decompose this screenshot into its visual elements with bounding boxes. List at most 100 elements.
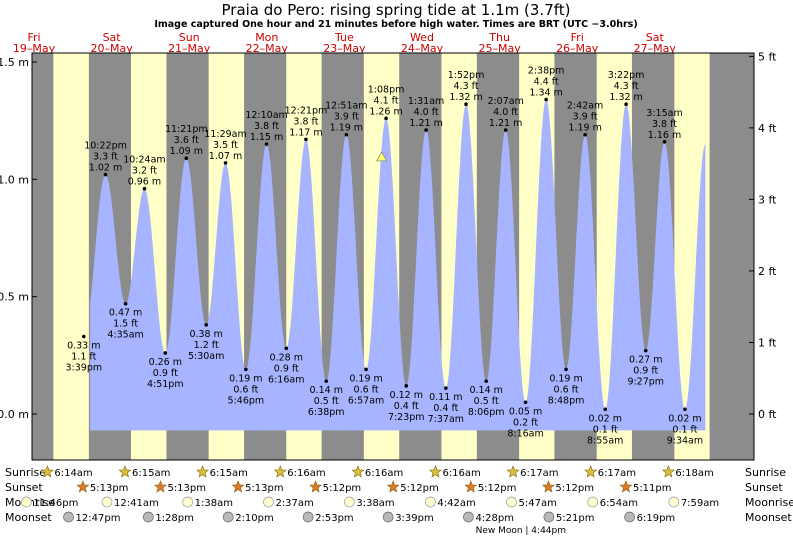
high-ft: 3.8 ft bbox=[254, 121, 279, 132]
high-time: 10:24am bbox=[123, 155, 165, 166]
low-time: 7:37am bbox=[428, 414, 464, 425]
high-ft: 3.6 ft bbox=[174, 135, 199, 146]
day-name: Wed bbox=[410, 31, 434, 44]
low-height: 0.38 m bbox=[189, 329, 222, 340]
extreme-point bbox=[244, 367, 248, 372]
daylight-band bbox=[53, 53, 89, 460]
high-time: 11:29am bbox=[204, 129, 246, 140]
low-ft: 0.5 ft bbox=[474, 396, 499, 407]
high-time: 2:07am bbox=[487, 96, 523, 107]
day-name: Fri bbox=[27, 31, 40, 44]
high-ft: 3.3 ft bbox=[93, 152, 118, 163]
low-time: 8:48pm bbox=[548, 395, 585, 406]
low-time: 9:34am bbox=[667, 435, 703, 446]
low-time: 4:35am bbox=[107, 330, 143, 341]
tide-area bbox=[90, 99, 706, 431]
low-height: 0.27 m bbox=[629, 355, 662, 366]
extreme-point bbox=[503, 128, 508, 132]
moonrise-icon bbox=[425, 496, 436, 508]
low-height: 0.05 m bbox=[509, 406, 542, 417]
moonset-icon bbox=[382, 511, 394, 523]
sunset-icon bbox=[231, 480, 245, 493]
low-height: 0.14 m bbox=[469, 385, 502, 396]
high-height: 1.32 m bbox=[449, 92, 482, 103]
low-ft: 0.5 ft bbox=[314, 396, 339, 407]
sunrise-time: 6:16am bbox=[365, 468, 403, 479]
high-height: 1.17 m bbox=[289, 127, 322, 138]
low-ft: 1.5 ft bbox=[113, 319, 138, 330]
high-height: 1.34 m bbox=[529, 88, 562, 99]
moonset-time: 6:19pm bbox=[637, 513, 676, 524]
extreme-point bbox=[123, 301, 128, 306]
sunset-time: 5:12pm bbox=[323, 483, 362, 494]
sunset-time: 5:12pm bbox=[400, 483, 439, 494]
low-ft: 0.1 ft bbox=[593, 424, 618, 435]
high-ft: 3.9 ft bbox=[334, 112, 359, 123]
sunset-label-left: Sunset bbox=[5, 481, 43, 494]
low-height: 0.02 m bbox=[668, 413, 701, 424]
moonrise-time: 7:59am bbox=[681, 498, 719, 509]
sunrise-time: 6:18am bbox=[675, 468, 713, 479]
high-time: 3:15am bbox=[646, 108, 682, 119]
extreme-point bbox=[583, 132, 587, 137]
day-date: 24–May bbox=[401, 42, 444, 55]
moonset-icon bbox=[63, 511, 74, 523]
low-time: 6:16am bbox=[268, 374, 304, 385]
sunrise-icon bbox=[661, 465, 675, 478]
y-tick-label-ft: 3 ft bbox=[758, 193, 777, 206]
moonrise-time: 3:38am bbox=[356, 498, 394, 509]
moonset-icon bbox=[463, 511, 474, 523]
moonrise-time: 2:37am bbox=[275, 498, 313, 509]
high-time: 2:38pm bbox=[528, 66, 565, 77]
low-time: 5:46pm bbox=[228, 395, 265, 406]
extreme-point bbox=[284, 346, 289, 351]
sunrise-icon bbox=[351, 465, 365, 478]
day-date: 21–May bbox=[168, 42, 211, 55]
low-height: 0.12 m bbox=[390, 390, 423, 401]
low-ft: 0.2 ft bbox=[513, 417, 538, 428]
extreme-point bbox=[404, 384, 409, 388]
moonrise-time: 4:42am bbox=[437, 498, 475, 509]
high-height: 1.21 m bbox=[489, 118, 522, 129]
sunset-icon bbox=[541, 480, 555, 493]
current-level-marker bbox=[376, 151, 388, 162]
high-ft: 3.8 ft bbox=[652, 119, 677, 130]
extreme-point bbox=[444, 386, 448, 390]
high-time: 12:51am bbox=[325, 101, 367, 112]
extreme-point bbox=[223, 161, 228, 165]
day-date: 25–May bbox=[478, 42, 521, 55]
low-height: 0.28 m bbox=[270, 352, 303, 363]
low-height: 0.26 m bbox=[149, 357, 182, 368]
high-ft: 3.5 ft bbox=[213, 140, 238, 151]
low-time: 8:06pm bbox=[468, 407, 505, 418]
extreme-point bbox=[624, 102, 628, 107]
moonset-icon bbox=[302, 511, 314, 523]
sunrise-time: 6:17am bbox=[598, 468, 636, 479]
sunrise-icon bbox=[584, 465, 598, 478]
high-time: 2:42am bbox=[567, 101, 603, 112]
high-height: 1.19 m bbox=[330, 123, 363, 134]
moonrise-time: 5:47am bbox=[518, 498, 556, 509]
moonset-label-right: Moonset bbox=[745, 511, 792, 524]
sun-moon-rows: Sunrise Sunset Moonrise Moonset Sunrise Sunse… bbox=[5, 465, 793, 536]
high-ft: 4.0 ft bbox=[414, 107, 439, 118]
high-ft: 4.4 ft bbox=[534, 77, 559, 88]
sunrise-icon bbox=[40, 465, 54, 478]
high-time: 1:52pm bbox=[448, 70, 485, 81]
moonrise-label-right: Moonrise bbox=[745, 496, 793, 509]
low-time: 5:30am bbox=[188, 351, 224, 362]
sunset-icon bbox=[76, 480, 90, 493]
high-time: 1:08pm bbox=[368, 84, 405, 95]
low-height: 0.19 m bbox=[349, 373, 382, 384]
extreme-point bbox=[184, 156, 189, 161]
high-height: 1.02 m bbox=[89, 163, 122, 174]
extreme-point bbox=[683, 407, 687, 412]
axes: 1.5 m 1.0 m 0.5 m 0.0 m 5 ft 4 ft 3 ft 2 ft 1 ft… bbox=[0, 50, 777, 461]
sunset-time: 5:11pm bbox=[633, 483, 672, 494]
low-height: 0.14 m bbox=[310, 385, 343, 396]
sunset-label-right: Sunset bbox=[745, 481, 783, 494]
moonrise-icon bbox=[182, 496, 194, 508]
sunset-time: 5:13pm bbox=[245, 483, 284, 494]
high-height: 1.09 m bbox=[170, 146, 203, 157]
sunset-icon bbox=[619, 480, 633, 493]
